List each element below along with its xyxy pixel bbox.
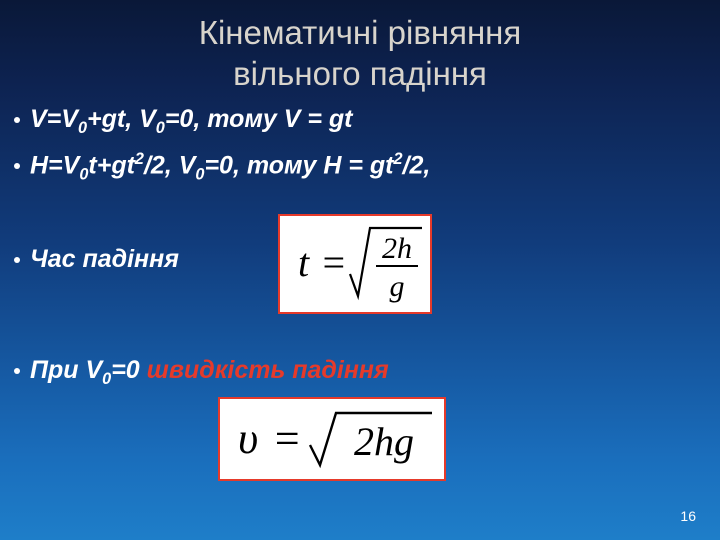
bullet-dot-icon [14, 163, 20, 169]
slide: Кінематичні рівняння вільного падіння V=… [0, 0, 720, 540]
slide-title: Кінематичні рівняння вільного падіння [0, 0, 720, 95]
bullet-dot-icon [14, 117, 20, 123]
formula-box-velocity: υ = 2hg [218, 397, 446, 481]
bullet-3-text: Час падіння [30, 243, 179, 277]
bullet-2: H=V0t+gt2/2, V0=0, тому H = gt2/2, [14, 149, 706, 186]
formula-time-svg: t = 2h g [280, 216, 430, 312]
formula-time-num: 2h [382, 232, 412, 265]
title-line-2: вільного падіння [233, 55, 487, 92]
bullet-dot-icon [14, 368, 20, 374]
bullet-4: При V0=0 швидкість падіння [14, 354, 706, 391]
formula-velocity-lhs: υ [238, 414, 258, 463]
bullet-2-text: H=V0t+gt2/2, V0=0, тому H = gt2/2, [30, 149, 430, 186]
bullet-4-accent: швидкість падіння [147, 356, 389, 384]
formula-box-time: t = 2h g [278, 214, 432, 314]
formula-velocity-rad: 2hg [354, 419, 414, 464]
bullet-dot-icon [14, 257, 20, 263]
bullet-4-prefix: При V0=0 [30, 356, 147, 384]
formula-equals-icon: = [272, 414, 302, 463]
bullet-1-text: V=V0+gt, V0=0, тому V = gt [30, 103, 352, 140]
formula-velocity-svg: υ = 2hg [220, 399, 444, 479]
formula-time-lhs: t [298, 240, 310, 285]
formula-time-den: g [390, 270, 405, 303]
formula-equals-icon: = [320, 240, 347, 285]
bullet-4-text: При V0=0 швидкість падіння [30, 354, 389, 391]
title-line-1: Кінематичні рівняння [199, 14, 522, 51]
page-number: 16 [680, 508, 696, 524]
bullet-1: V=V0+gt, V0=0, тому V = gt [14, 103, 706, 140]
